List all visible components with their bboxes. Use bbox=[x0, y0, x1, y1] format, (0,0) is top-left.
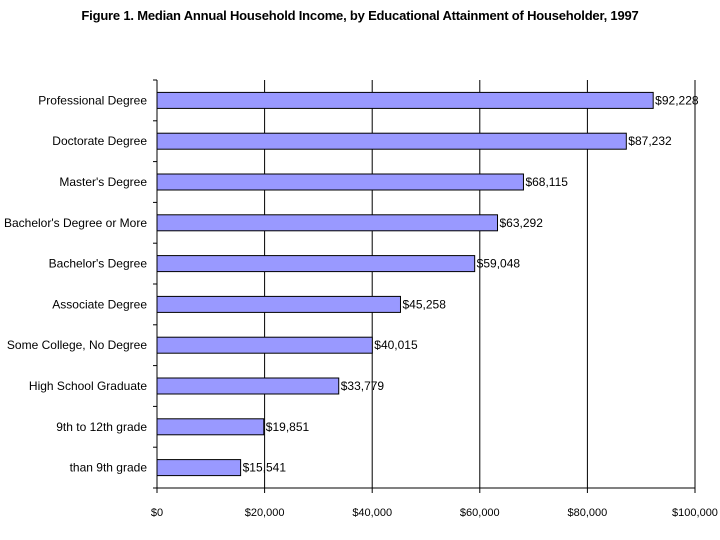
bars bbox=[156, 91, 654, 477]
value-label: $45,258 bbox=[402, 297, 446, 311]
value-label: $63,292 bbox=[500, 216, 544, 230]
x-tick-label: $40,000 bbox=[352, 507, 392, 519]
bar bbox=[156, 173, 524, 191]
value-label: $40,015 bbox=[374, 338, 418, 352]
bar bbox=[156, 91, 654, 109]
bar bbox=[156, 418, 265, 436]
bar bbox=[156, 377, 340, 395]
value-label: $19,851 bbox=[266, 420, 310, 434]
value-label: $87,232 bbox=[628, 134, 672, 148]
value-label: $92,228 bbox=[655, 93, 699, 107]
category-label: Doctorate Degree bbox=[52, 134, 147, 148]
category-label: High School Graduate bbox=[29, 379, 147, 393]
bar bbox=[156, 132, 627, 150]
bar bbox=[156, 336, 373, 354]
x-tick-label: $80,000 bbox=[568, 507, 608, 519]
x-tick-label: $100,000 bbox=[672, 507, 718, 519]
value-label: $59,048 bbox=[477, 257, 521, 271]
value-label: $15,541 bbox=[243, 461, 287, 475]
bar bbox=[156, 255, 476, 273]
labels: $0 $20,000 $40,000 $60,000 $80,000 $100,000 Pr… bbox=[4, 93, 718, 519]
gridlines bbox=[264, 80, 696, 488]
category-label: Bachelor's Degree bbox=[49, 257, 148, 271]
x-tick-label: $0 bbox=[151, 507, 163, 519]
x-tick-label: $20,000 bbox=[245, 507, 285, 519]
value-label: $68,115 bbox=[525, 175, 568, 189]
category-label: 9th to 12th grade bbox=[56, 420, 147, 434]
category-label: than 9th grade bbox=[70, 461, 148, 475]
chart-title: Figure 1. Median Annual Household Income… bbox=[81, 8, 639, 23]
category-label: Associate Degree bbox=[52, 297, 147, 311]
bar bbox=[156, 214, 499, 232]
value-label: $33,779 bbox=[341, 379, 385, 393]
category-label: Some College, No Degree bbox=[7, 338, 147, 352]
category-label: Master's Degree bbox=[59, 175, 147, 189]
bar bbox=[156, 459, 242, 477]
category-label: Bachelor's Degree or More bbox=[4, 216, 147, 230]
x-tick-label: $60,000 bbox=[460, 507, 500, 519]
category-label: Professional Degree bbox=[38, 93, 147, 107]
bar bbox=[156, 295, 401, 313]
